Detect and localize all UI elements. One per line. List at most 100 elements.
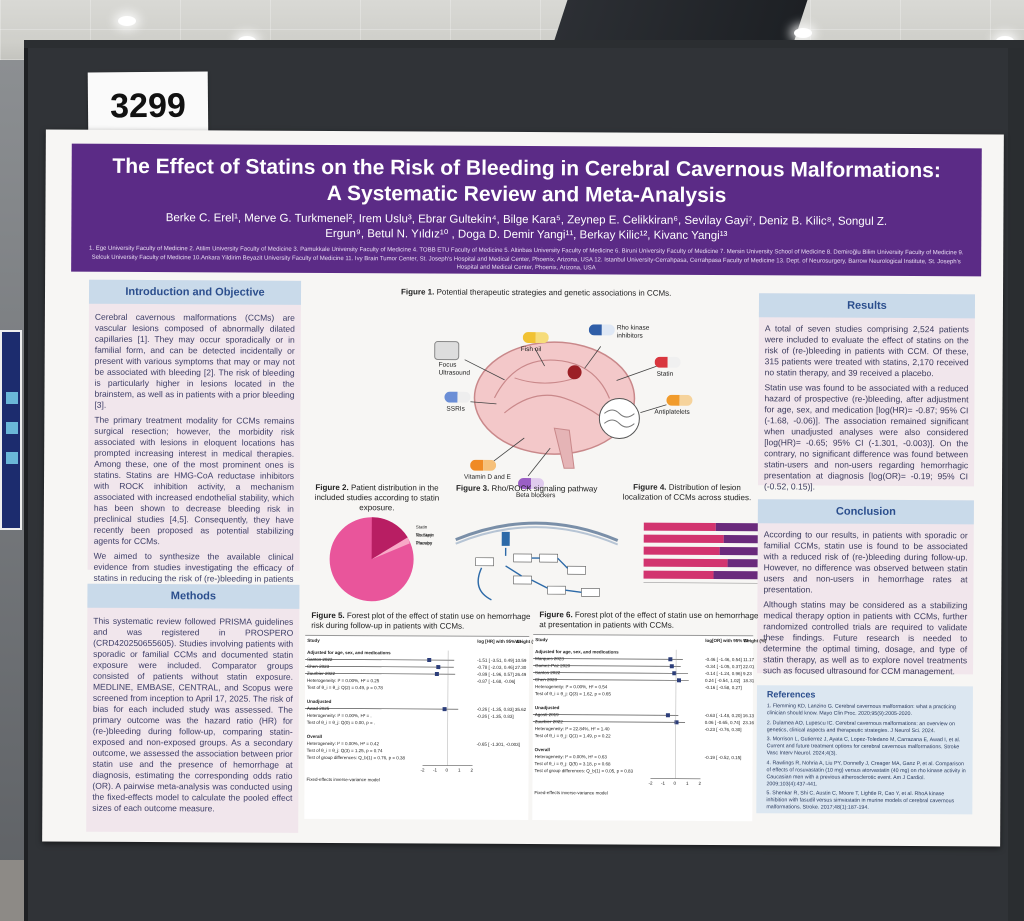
ssris-icon [444,391,471,403]
point-estimate [668,657,673,662]
forest-axis-tick: -1 [433,767,438,773]
intro-paragraph: The primary treatment modality for CCMs … [93,414,295,547]
reference-item: 5. Shenkar R, Shi C, Austin C, Moore T, … [766,790,955,811]
reference-item: 1. Flemming KD, Lanzino G. Cerebral cave… [766,703,956,718]
forest-estimate: -0.34 [ -1.05, 0.37] [705,663,742,670]
neighbor-poster [0,330,22,530]
figure3-caption-text: Rho/ROCK signaling pathway [489,483,598,494]
forest-axis-tick: -2 [420,767,425,773]
forest-study: Marques 2023 [535,656,564,662]
figure4-bar-chart [615,512,766,613]
figure5-caption-label: Figure 5. [311,610,345,621]
rho-kinase-label: Rho kinase inhibitors [616,324,650,340]
forest-axis-tick: 0 [445,767,449,773]
forest-study: Santos 2022 [535,670,561,676]
forest-pooled: -0.65 [ -1.301, -0.003] [476,741,520,747]
results-paragraph: Statin use was found to be associated wi… [763,382,969,492]
point-estimate [427,658,432,663]
references-list: 1. Flemming KD, Lanzino G. Cerebral cave… [766,703,967,815]
forest-test: Test of θ_i = θ_j: Q(3) = 1.62, p = 0.65 [534,691,611,697]
conclusion-heading: Conclusion [757,499,974,525]
methods-heading: Methods [87,583,300,609]
point-estimate [442,707,447,712]
forest-pooled: -0.16 [ -0.58, 0.27] [704,684,742,691]
forest-estimate: -0.26 [ -1.35, 0.83] [476,706,514,712]
point-estimate [436,665,441,670]
intro-paragraph: Cerebral cavernous malformations (CCMs) … [94,311,295,410]
ci-line [305,666,454,668]
forest-marks [304,650,473,766]
figure1-caption-label: Figure 1. [401,287,435,297]
figure6-forest-plot: Study log[OR] with 95% CI Weight (%) Adjust… [532,634,766,822]
brain-illustration [434,341,667,477]
figure5-forest-plot: Study log [HR] with 95% CI Weight (%) Adjus… [304,634,538,821]
forest-zero-line [675,649,677,779]
forest-model-note: Fixed-effects inverse-variance model [306,776,380,783]
point-estimate [676,678,682,683]
forest-estimate: -0.63 [ -1.48, 0.20] [704,712,742,719]
conclusion-paragraph: Although statins may be considered as a … [763,599,968,677]
title-banner: The Effect of Statins on the Risk of Ble… [71,143,982,277]
figure5-caption: Figure 5. Forest plot of the effect of s… [311,611,531,632]
forest-study: Agosti 2019 [534,712,559,718]
forest-group-label: Unadjusted [306,698,332,704]
stacked-bars-svg [643,522,758,584]
ci-line [532,679,689,681]
forest-overall-label: Overall [534,747,550,753]
forest-overall-label: Overall [306,733,322,739]
ssris-label: SSRIs [446,405,465,413]
forest-heterogeneity: Heterogeneity: I² = 0.00%, H² = . [306,712,372,719]
results-heading: Results [758,293,976,319]
figure2-caption-label: Figure 2. [315,482,349,493]
author-list: Berke C. Erel¹, Merve G. Turkmenel², Ire… [165,212,888,243]
conclusion-text: According to our results, in patients wi… [763,529,968,681]
title-line-1: The Effect of Statins on the Risk of Ble… [112,154,941,183]
figure3-caption: Figure 3. Rho/ROCK signaling pathway [456,484,626,495]
forest-group-label: Adjusted for age, sex, and medications [535,649,619,655]
references-heading: References [766,689,816,700]
forest-estimate: -0.46 [ -1.46, 0.54] [705,656,742,663]
forest-test: Test of θ_i = θ_j: Q(2) = 0.49, p = 0.78 [306,684,383,691]
forest-group-label: Adjusted for age, sex, and medications [307,649,391,656]
figure1-illustration: Fish oil Rho kinase inhibitors Focus Ult… [404,317,695,505]
pie-svg [329,517,414,602]
forest-study: Zuurbier 2022 [307,670,336,677]
figure6-caption-label: Figure 6. [539,610,573,620]
figure3-pathway-diagram [451,510,622,611]
ci-line [533,658,683,660]
figure6-caption: Figure 6. Forest plot of the effect of s… [539,610,759,631]
forest-model-note: Fixed-effects inverse-variance model [534,790,608,796]
intro-heading: Introduction and Objective [88,279,302,305]
forest-test: Test of θ_i = θ_j: Q(5) = 3.18, p = 0.68 [534,761,611,767]
forest-weight: 23.16 [742,720,755,726]
reference-item: 2. Dulamea AO, Lupescu IC. Cerebral cave… [766,719,955,734]
ci-line [304,708,459,710]
forest-pooled: -0.26 [ -1.35, 0.83] [476,713,514,719]
figure1-caption: Figure 1. Potential therapeutic strategi… [401,287,691,299]
forest-study: Awad 2025 [306,705,330,711]
forest-heterogeneity: Heterogeneity: I² = 0.00%, H² = 0.54 [534,684,608,690]
forest-group-label: Unadjusted [534,705,560,711]
forest-study: Gomez-Paz 2020 [535,663,571,669]
figure4-caption: Figure 4. Distribution of lesion localiz… [622,483,752,504]
forest-weight: 16.13 [742,713,755,719]
figure3-caption-label: Figure 3. [455,483,490,493]
forest-marks [532,649,701,780]
results-paragraph: A total of seven studies comprising 2,52… [764,323,969,379]
methods-text: This systematic review followed PRISMA g… [92,616,293,819]
point-estimate [672,671,677,676]
poster-title: The Effect of Statins on the Risk of Ble… [71,154,981,211]
forest-weight: 22.01 [743,664,755,670]
forest-study: Chen 2023 [307,663,330,669]
forest-heterogeneity: Heterogeneity: I² = 0.00%, H² = 0.25 [306,677,380,684]
board-right-edge [1008,48,1024,921]
affiliations: 1. Ege University Faculty of Medicine 2.… [89,245,964,272]
ceiling-light [118,16,136,26]
forest-estimate: -0.14 [ -1.24, 0.96] [705,670,742,677]
forest-axis-tick: 1 [458,767,461,773]
forest-heterogeneity: Heterogeneity: I² = 22.84%, H² = 1.40 [534,726,610,732]
forest-weight: 10.59 [515,657,527,664]
figure6-caption-text: Forest plot of the effect of statin use … [539,610,759,630]
forest-estimate: -0.78 [ -2.03, 0.46] [477,664,514,670]
forest-test: Test of θ_i = θ_j: Q(0) = 0.00, p = . [306,719,376,726]
